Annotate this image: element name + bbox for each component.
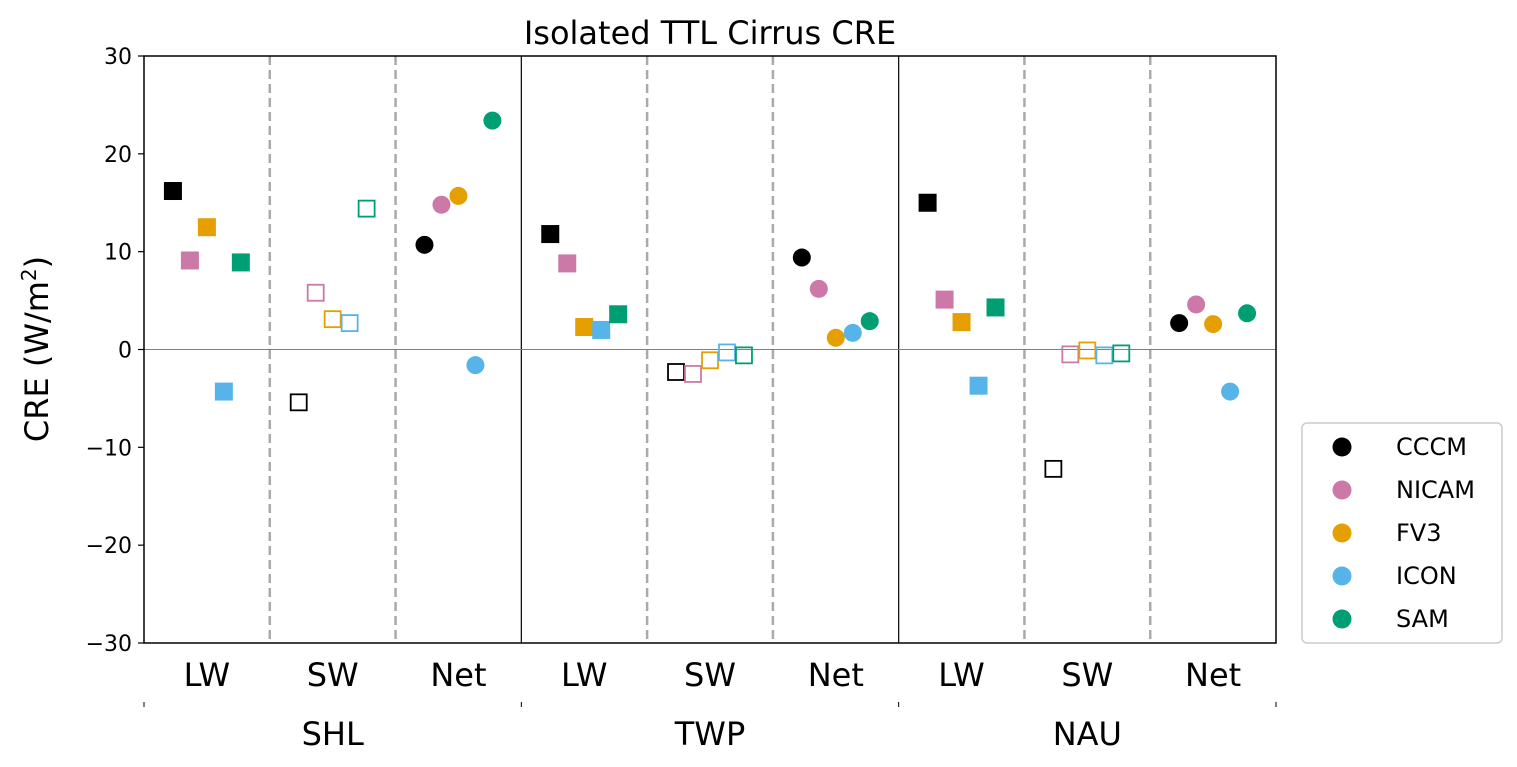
legend-marker-icon [1332, 566, 1352, 586]
point-fv3-nau-lw [952, 313, 971, 332]
legend-marker-cccm [1332, 437, 1352, 457]
point-fv3-twp-sw [701, 351, 719, 370]
point-icon-shl-lw [214, 382, 233, 401]
point-fv3-shl-lw [197, 218, 216, 237]
point-icon-nau-sw [1095, 346, 1114, 365]
point-nicam-shl-net [432, 195, 451, 214]
point-nicam-nau-net [1187, 295, 1206, 314]
point-sam-shl-net [483, 111, 502, 130]
y-axis-label: CRE (W/m2) [17, 256, 56, 442]
point-cccm-nau-net [1170, 314, 1189, 333]
legend-marker-nicam [1332, 480, 1352, 500]
point-icon-nau-lw [969, 376, 988, 395]
point-fv3-shl-sw [323, 310, 342, 329]
point-sam-twp-lw [609, 305, 628, 324]
point-icon-twp-net [843, 323, 862, 342]
y-axis-label-main: CRE (W/m [18, 281, 56, 442]
point-cccm-twp-net [792, 248, 811, 267]
point-sam-nau-net [1238, 304, 1257, 323]
point-nicam-twp-net [809, 279, 828, 298]
data-points [163, 111, 1257, 478]
point-cccm-shl-lw [163, 182, 182, 201]
component-label: Net [808, 656, 864, 694]
point-sam-twp-net [860, 312, 879, 331]
legend-label-sam: SAM [1396, 605, 1449, 633]
y-axis-label-sup: 2 [17, 268, 41, 281]
point-fv3-twp-net [826, 328, 845, 347]
point-sam-nau-lw [986, 298, 1005, 317]
point-cccm-nau-sw [1044, 459, 1063, 478]
legend-label-cccm: CCCM [1396, 433, 1467, 461]
component-label: Net [1185, 656, 1241, 694]
point-icon-twp-lw [592, 320, 611, 339]
chart-title: Isolated TTL Cirrus CRE [524, 14, 896, 52]
region-label: NAU [1053, 715, 1122, 753]
point-cccm-shl-sw [289, 393, 308, 412]
component-label: Net [430, 656, 486, 694]
y-tick-label: 0 [118, 339, 132, 364]
legend-label-fv3: FV3 [1396, 519, 1442, 547]
y-tick-label: −30 [86, 632, 132, 657]
component-label: SW [684, 656, 736, 694]
point-icon-twp-sw [718, 343, 736, 362]
component-label: LW [184, 656, 231, 694]
legend-items: CCCM NICAM FV3 ICON SAM [1332, 433, 1475, 633]
y-tick-label: −10 [86, 436, 132, 461]
y-axis: 30 20 10 0 −10 −20 −30 [86, 45, 144, 657]
point-fv3-twp-lw [575, 317, 594, 336]
point-sam-shl-sw [357, 199, 376, 218]
legend-marker-sam [1332, 609, 1352, 629]
point-sam-shl-lw [231, 253, 250, 272]
component-label: LW [938, 656, 985, 694]
point-nicam-twp-lw [558, 254, 577, 273]
point-fv3-nau-net [1204, 315, 1223, 334]
point-icon-nau-net [1221, 382, 1240, 401]
y-tick-label: 10 [104, 241, 132, 266]
y-axis-label-end: ) [18, 256, 56, 268]
point-nicam-nau-sw [1061, 345, 1080, 364]
point-icon-shl-sw [340, 314, 359, 332]
plot-area [143, 55, 1277, 644]
point-icon-shl-net [466, 356, 485, 375]
point-sam-nau-sw [1112, 344, 1131, 363]
legend-marker-fv3 [1332, 523, 1352, 543]
region-label: TWP [674, 715, 745, 753]
component-label: SW [307, 656, 359, 694]
legend-label-nicam: NICAM [1396, 476, 1475, 504]
point-nicam-shl-sw [306, 283, 325, 302]
y-tick-label: 30 [104, 45, 132, 70]
y-tick-label: −20 [86, 534, 132, 559]
point-nicam-twp-sw [684, 365, 702, 383]
point-fv3-nau-sw [1078, 341, 1097, 360]
legend-label-icon: ICON [1396, 562, 1457, 590]
x-axis: LW SW Net SHL LW SW Net TWP LW SW Net NAU [143, 656, 1277, 753]
legend: CCCM NICAM FV3 ICON SAM [1301, 422, 1503, 644]
point-nicam-nau-lw [935, 290, 954, 309]
component-label: SW [1061, 656, 1113, 694]
point-sam-twp-sw [735, 346, 753, 365]
legend-frame [1301, 422, 1503, 644]
point-nicam-shl-lw [180, 251, 199, 270]
point-cccm-twp-lw [541, 225, 560, 244]
point-cccm-nau-lw [918, 193, 937, 212]
component-label: LW [561, 656, 608, 694]
point-cccm-twp-sw [667, 363, 685, 381]
point-fv3-shl-net [449, 186, 468, 205]
y-tick-label: 20 [104, 143, 132, 168]
region-label: SHL [302, 715, 364, 753]
point-cccm-shl-net [415, 235, 434, 254]
